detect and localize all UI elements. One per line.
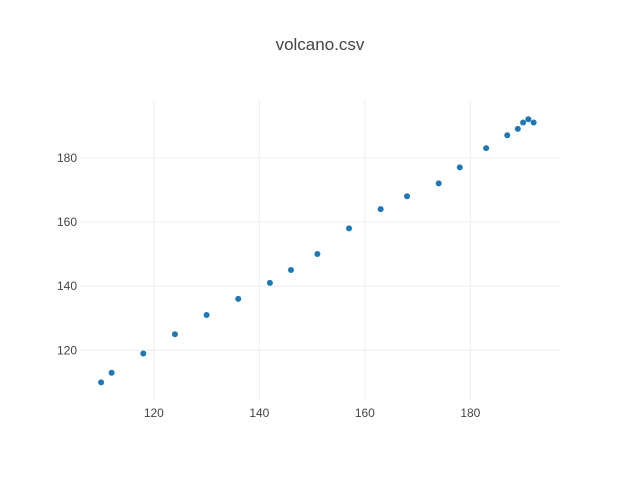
gridlines [80,100,560,400]
data-point[interactable] [504,132,511,139]
data-point[interactable] [530,119,537,126]
data-point[interactable] [235,295,242,302]
data-point[interactable] [456,164,463,171]
x-tick-label: 140 [249,406,269,420]
x-tick-label: 180 [460,406,480,420]
tick-labels: 120 140 160 180 120 140 160 180 [57,151,481,420]
data-point[interactable] [108,369,115,376]
data-point[interactable] [483,145,490,152]
data-point[interactable] [525,116,532,123]
x-tick-label: 160 [355,406,375,420]
data-point[interactable] [266,279,273,286]
data-points[interactable] [98,116,537,386]
y-tick-label: 120 [57,343,77,357]
data-point[interactable] [377,206,384,213]
data-point[interactable] [98,379,105,386]
y-tick-label: 180 [57,151,77,165]
data-point[interactable] [514,125,521,132]
data-point[interactable] [171,331,178,338]
data-point[interactable] [346,225,353,232]
y-tick-label: 160 [57,215,77,229]
x-tick-label: 120 [144,406,164,420]
data-point[interactable] [203,311,210,318]
data-point[interactable] [287,267,294,274]
data-point[interactable] [314,251,321,258]
data-point[interactable] [520,119,527,126]
chart-title: volcano.csv [276,35,365,54]
data-point[interactable] [404,193,411,200]
y-tick-label: 140 [57,279,77,293]
data-point[interactable] [435,180,442,187]
data-point[interactable] [140,350,147,357]
